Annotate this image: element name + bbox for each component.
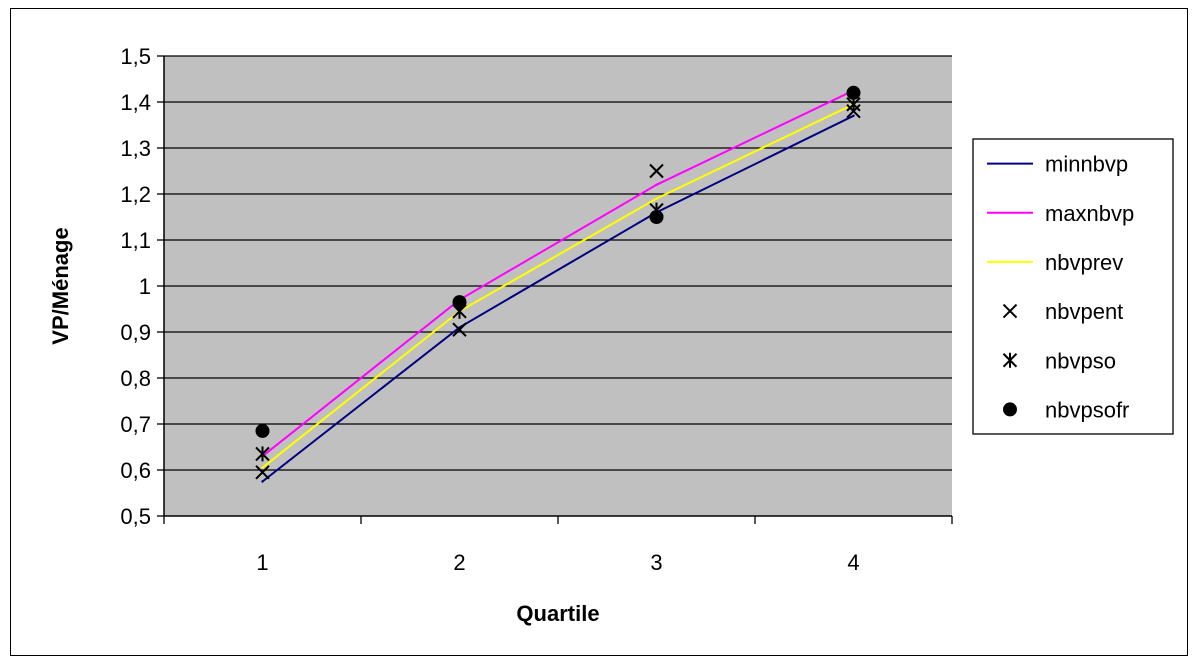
marker-nbvpsofr [452, 295, 467, 310]
chart-frame: 0,5 0,6 0,7 0,8 0,9 1 1,1 1,2 1,3 1,4 1,5 1 2 3 4 Qua… [10, 8, 1188, 656]
marker-nbvpso [255, 446, 270, 462]
y-tick-label: 0,8 [120, 366, 151, 391]
data-point-minnbvp [261, 480, 264, 483]
legend-label: nbvpent [1045, 299, 1123, 324]
marker-dot [846, 85, 861, 100]
data-point-nbvprev [261, 466, 264, 469]
series-lines [261, 89, 855, 483]
axes [157, 55, 953, 524]
grid-lines [164, 55, 952, 471]
marker-dot [452, 295, 467, 310]
marker-nbvpsofr [846, 85, 861, 100]
x-tick-labels: 1 2 3 4 [256, 550, 859, 575]
y-tick-label: 1,3 [120, 136, 151, 161]
y-tick-label: 0,6 [120, 458, 151, 483]
series-line-maxnbvp [261, 89, 854, 457]
marker-nbvpent [255, 465, 270, 480]
marker-nbvpsofr [649, 210, 664, 224]
chart-svg: 0,5 0,6 0,7 0,8 0,9 1 1,1 1,2 1,3 1,4 1,5 1 2 3 4 Qua… [48, 44, 1174, 626]
y-tick-label: 0,5 [120, 504, 151, 529]
data-point-maxnbvp [655, 183, 658, 186]
marker-dot [649, 210, 664, 224]
y-tick-label: 1,2 [120, 182, 151, 207]
x-tick-label: 4 [847, 550, 859, 575]
x-tick-label: 1 [256, 550, 268, 575]
marker-nbvpent [452, 322, 467, 337]
legend-item-nbvpent: nbvpent [1002, 299, 1123, 324]
legend-swatch [1002, 303, 1018, 319]
y-tick-label: 1,1 [120, 228, 151, 253]
legend-label: minnbvp [1045, 152, 1128, 177]
legend-label: nbvprev [1045, 250, 1123, 275]
legend-item-nbvpso: nbvpso [1002, 348, 1116, 373]
y-tick-labels: 0,5 0,6 0,7 0,8 0,9 1 1,1 1,2 1,3 1,4 1,5 [120, 44, 151, 529]
y-tick-label: 1,4 [120, 90, 151, 115]
marker-dot [255, 423, 270, 438]
series-markers [255, 85, 861, 480]
x-tick-label: 2 [453, 550, 465, 575]
legend-swatch [1002, 352, 1018, 368]
legend: minnbvp maxnbvp nbvprev nbvpent nbvpso nbvpso… [972, 138, 1174, 435]
legend-item-nbvprev: nbvprev [987, 250, 1123, 275]
marker-nbvpent [649, 163, 664, 179]
legend-box [972, 138, 1174, 435]
data-point-nbvprev [655, 197, 658, 200]
y-axis-title: VP/Ménage [48, 227, 73, 344]
legend-label: nbvpso [1045, 348, 1116, 373]
legend-swatch [1003, 402, 1017, 417]
legend-item-nbvpsofr: nbvpsofr [1003, 397, 1129, 422]
x-axis-title: Quartile [516, 601, 599, 626]
legend-item-maxnbvp: maxnbvp [987, 201, 1134, 226]
marker-stroke [1002, 303, 1018, 319]
y-tick-label: 1 [139, 274, 151, 299]
series-line-nbvprev [261, 103, 854, 469]
marker-stroke [452, 322, 467, 337]
x-tick-label: 3 [650, 550, 662, 575]
y-tick-label: 0,7 [120, 412, 151, 437]
marker-dot [1003, 402, 1017, 417]
series-line-minnbvp [261, 114, 854, 483]
marker-stroke [255, 465, 270, 480]
legend-label: nbvpsofr [1045, 397, 1129, 422]
data-point-minnbvp [852, 114, 855, 118]
legend-label: maxnbvp [1045, 201, 1134, 226]
y-tick-label: 0,9 [120, 320, 151, 345]
legend-item-minnbvp: minnbvp [987, 152, 1128, 177]
marker-nbvpsofr [255, 423, 270, 438]
marker-stroke [649, 163, 664, 179]
y-tick-label: 1,5 [120, 44, 151, 69]
